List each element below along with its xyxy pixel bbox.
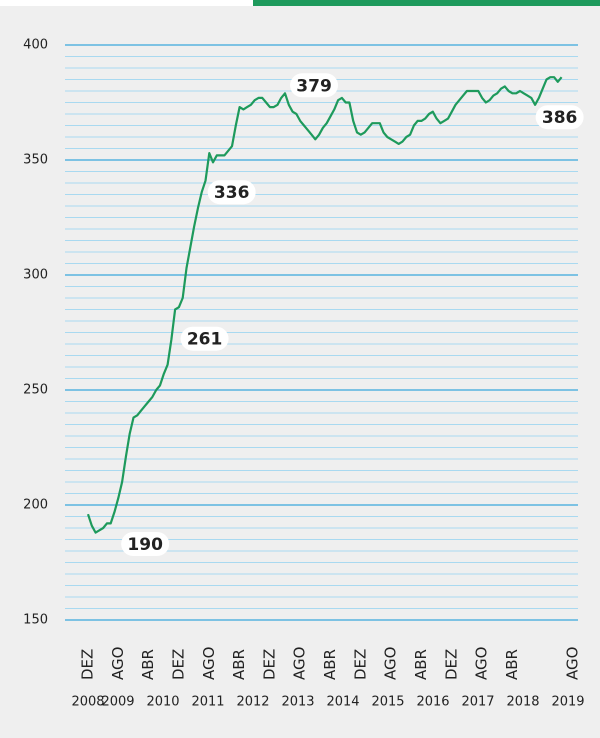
value-label: 386 bbox=[542, 108, 578, 128]
x-tick-label: AGO bbox=[109, 647, 127, 680]
year-label: 2009 bbox=[101, 695, 134, 710]
year-label: 2018 bbox=[506, 695, 539, 710]
x-tick-label: AGO bbox=[200, 647, 218, 680]
x-tick-label: AGO bbox=[473, 647, 491, 680]
data-line bbox=[86, 76, 563, 534]
y-tick-label: 300 bbox=[23, 268, 48, 283]
year-label: 2014 bbox=[326, 695, 359, 710]
value-label: 190 bbox=[127, 535, 163, 555]
x-tick-label: ABR bbox=[412, 649, 430, 680]
y-tick-label: 250 bbox=[23, 383, 48, 398]
y-tick-label: 350 bbox=[23, 153, 48, 168]
panel bbox=[0, 6, 600, 738]
label-box bbox=[290, 73, 339, 98]
label-box bbox=[535, 105, 584, 130]
year-label: 2016 bbox=[416, 695, 449, 710]
year-label: 2011 bbox=[191, 695, 224, 710]
year-label: 2008 bbox=[71, 695, 104, 710]
y-tick-label: 200 bbox=[23, 498, 48, 513]
y-tick-label: 150 bbox=[23, 613, 48, 628]
year-label: 2010 bbox=[146, 695, 179, 710]
y-tick-label: 400 bbox=[23, 38, 48, 53]
label-box bbox=[180, 326, 229, 351]
x-tick-label: ABR bbox=[230, 649, 248, 680]
x-tick-label: ABR bbox=[321, 649, 339, 680]
year-label: 2015 bbox=[371, 695, 404, 710]
year-label: 2019 bbox=[551, 695, 584, 710]
value-label: 379 bbox=[296, 76, 332, 96]
x-tick-label: DEZ bbox=[442, 649, 460, 680]
year-label: 2012 bbox=[236, 695, 269, 710]
x-tick-label: DEZ bbox=[260, 649, 278, 680]
value-label: 261 bbox=[187, 330, 223, 350]
x-tick-label: AGO bbox=[382, 647, 400, 680]
label-box bbox=[121, 532, 170, 556]
top-bar bbox=[253, 0, 600, 6]
value-label: 336 bbox=[214, 183, 250, 203]
x-tick-label: DEZ bbox=[169, 649, 187, 680]
x-tick-label: DEZ bbox=[351, 649, 369, 680]
x-tick-label: ABR bbox=[139, 649, 157, 680]
x-tick-label: DEZ bbox=[79, 649, 97, 680]
year-label: 2017 bbox=[461, 695, 494, 710]
x-tick-label: AGO bbox=[291, 647, 309, 680]
x-tick-label: AGO bbox=[564, 647, 582, 680]
label-box bbox=[207, 180, 256, 205]
year-label: 2013 bbox=[281, 695, 314, 710]
x-tick-label: ABR bbox=[503, 649, 521, 680]
